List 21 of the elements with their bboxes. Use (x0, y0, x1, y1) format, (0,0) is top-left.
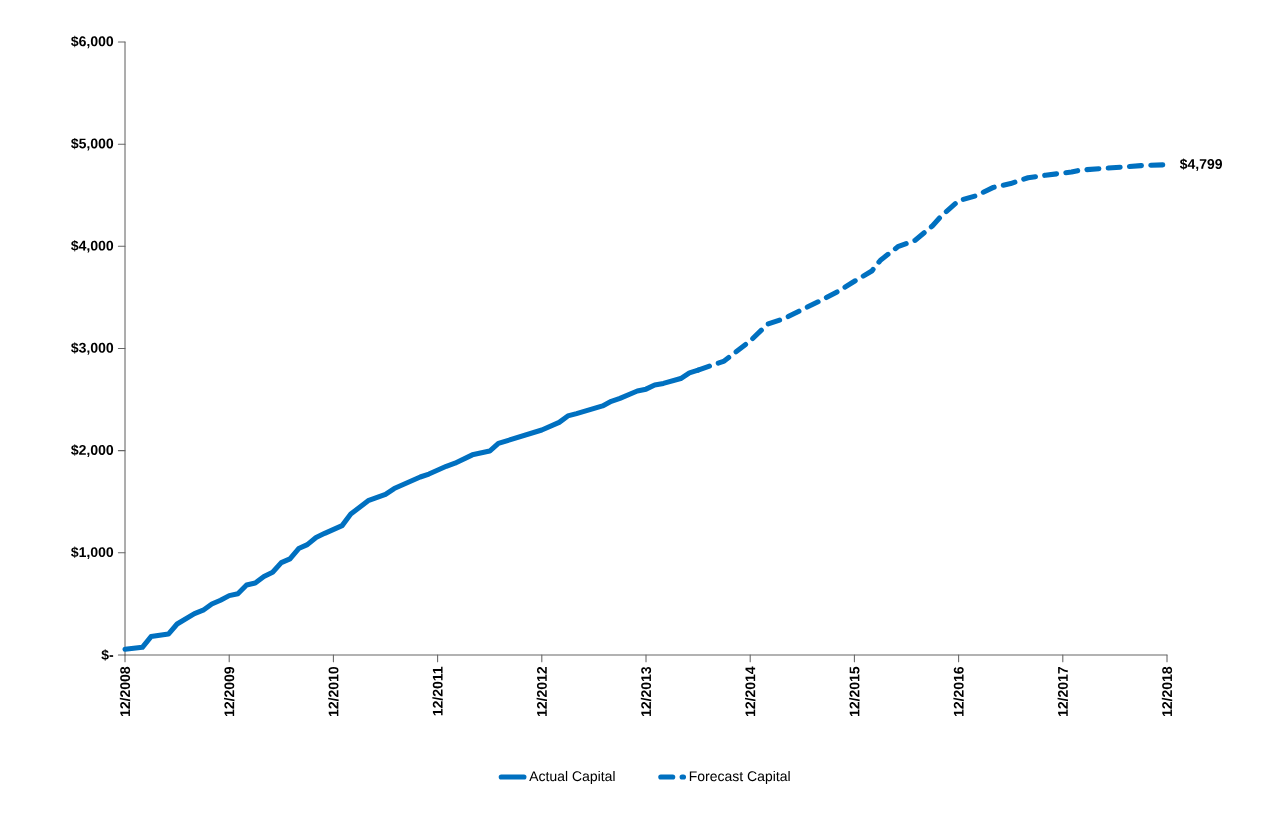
x-tick-label: 12/2017 (1057, 666, 1069, 717)
x-tick-label: 12/2013 (640, 666, 652, 717)
y-tick-label: $4,000 (71, 240, 114, 253)
x-tick-label: 12/2010 (328, 666, 339, 717)
x-tick-label: 12/2018 (1161, 666, 1173, 717)
x-tick-label: 12/2011 (432, 666, 443, 716)
x-tick-label: 12/2012 (536, 666, 548, 717)
x-tick-label: 12/2009 (224, 666, 235, 717)
x-tick-label: 12/2014 (744, 666, 756, 717)
y-tick-label: $3,000 (71, 342, 114, 355)
legend-label: Actual Capital (529, 770, 615, 784)
x-tick-label: 12/2008 (119, 666, 131, 717)
y-tick-label: $- (101, 649, 114, 661)
y-tick-label: $1,000 (71, 546, 114, 560)
legend-label: Forecast Capital (689, 770, 790, 784)
y-tick-label: $5,000 (71, 137, 114, 151)
x-tick-label: 12/2016 (953, 666, 964, 717)
y-tick-label: $2,000 (71, 444, 114, 457)
x-tick-label: 12/2015 (849, 666, 860, 717)
y-tick-label: $6,000 (71, 35, 114, 49)
annotation: $4,799 (1179, 158, 1222, 171)
